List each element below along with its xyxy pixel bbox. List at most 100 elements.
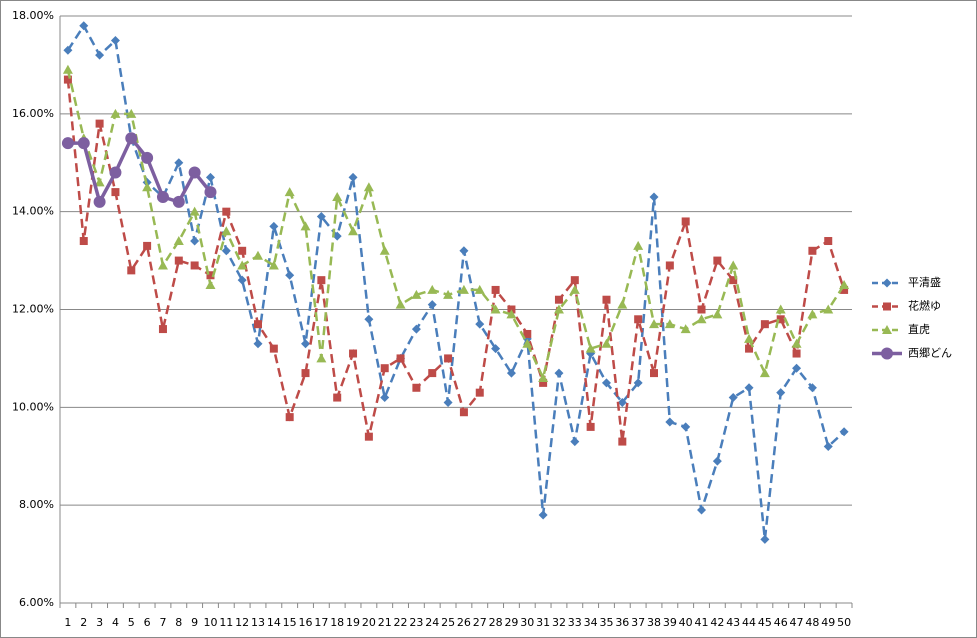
marker xyxy=(348,226,359,236)
marker xyxy=(427,300,437,310)
marker xyxy=(760,320,769,329)
marker xyxy=(808,246,817,255)
x-tick-label: 6 xyxy=(144,616,151,629)
marker xyxy=(729,276,738,285)
marker xyxy=(458,284,469,294)
marker xyxy=(712,309,723,319)
marker xyxy=(380,364,389,373)
marker xyxy=(570,276,579,285)
x-tick-label: 42 xyxy=(710,616,724,629)
marker xyxy=(427,284,438,294)
x-tick-label: 48 xyxy=(805,616,819,629)
y-tick-label: 18.00% xyxy=(12,9,54,22)
marker xyxy=(95,50,105,60)
marker xyxy=(157,260,168,270)
x-tick-label: 30 xyxy=(520,616,534,629)
marker xyxy=(79,237,88,246)
marker xyxy=(633,378,643,388)
marker xyxy=(634,315,643,324)
marker xyxy=(316,212,326,222)
marker xyxy=(411,289,422,299)
marker xyxy=(125,132,138,145)
marker xyxy=(63,45,73,55)
marker xyxy=(268,260,279,270)
marker xyxy=(332,231,342,241)
marker xyxy=(569,284,580,294)
marker xyxy=(158,325,167,334)
marker xyxy=(379,245,390,255)
marker xyxy=(109,166,122,179)
marker xyxy=(79,21,89,31)
marker xyxy=(237,275,247,285)
marker xyxy=(190,261,199,270)
marker xyxy=(174,256,183,265)
marker xyxy=(126,108,137,118)
marker xyxy=(792,363,802,373)
marker xyxy=(95,119,104,128)
marker xyxy=(554,295,563,304)
x-tick-label: 29 xyxy=(504,616,518,629)
marker xyxy=(553,304,564,314)
marker xyxy=(237,260,248,270)
x-tick-label: 8 xyxy=(175,616,182,629)
marker xyxy=(301,339,311,349)
marker xyxy=(143,241,152,250)
marker xyxy=(586,422,595,431)
x-tick-label: 15 xyxy=(283,616,297,629)
marker xyxy=(269,221,279,231)
marker xyxy=(506,309,517,319)
marker xyxy=(681,422,691,432)
marker xyxy=(127,266,136,275)
marker xyxy=(364,314,374,324)
marker xyxy=(254,320,262,329)
marker xyxy=(364,432,373,441)
marker xyxy=(776,388,786,398)
marker xyxy=(475,388,484,397)
marker xyxy=(792,349,801,358)
marker xyxy=(206,271,215,280)
x-tick-label: 21 xyxy=(378,616,392,629)
x-tick-label: 33 xyxy=(568,616,582,629)
x-tick-label: 9 xyxy=(191,616,198,629)
marker xyxy=(474,284,485,294)
x-tick-label: 7 xyxy=(159,616,166,629)
marker xyxy=(188,166,201,179)
marker xyxy=(882,325,892,334)
x-tick-label: 22 xyxy=(394,616,408,629)
marker xyxy=(156,190,169,203)
marker xyxy=(77,137,90,150)
x-tick-label: 32 xyxy=(552,616,566,629)
x-tick-label: 19 xyxy=(346,616,360,629)
x-tick-label: 13 xyxy=(251,616,265,629)
marker xyxy=(665,417,675,427)
y-tick-label: 12.00% xyxy=(12,303,54,316)
marker xyxy=(221,226,232,236)
x-tick-label: 45 xyxy=(758,616,772,629)
marker xyxy=(94,177,105,187)
marker xyxy=(63,75,72,84)
legend-label: 直虎 xyxy=(908,322,930,336)
marker xyxy=(349,349,358,358)
marker xyxy=(412,383,421,392)
marker xyxy=(883,302,891,311)
marker xyxy=(190,236,200,246)
marker xyxy=(459,246,469,256)
marker xyxy=(204,186,217,199)
marker xyxy=(172,195,185,208)
x-tick-label: 12 xyxy=(235,616,249,629)
marker xyxy=(824,237,833,246)
x-tick-label: 5 xyxy=(128,616,135,629)
marker xyxy=(459,408,468,417)
marker xyxy=(110,35,120,45)
marker xyxy=(253,339,263,349)
marker xyxy=(348,172,358,182)
x-tick-label: 34 xyxy=(584,616,598,629)
marker xyxy=(759,368,770,378)
marker xyxy=(807,383,817,393)
x-tick-label: 11 xyxy=(219,616,233,629)
x-tick-label: 17 xyxy=(314,616,328,629)
marker xyxy=(649,319,659,329)
marker xyxy=(93,195,106,208)
x-tick-label: 27 xyxy=(473,616,487,629)
marker xyxy=(491,344,501,354)
